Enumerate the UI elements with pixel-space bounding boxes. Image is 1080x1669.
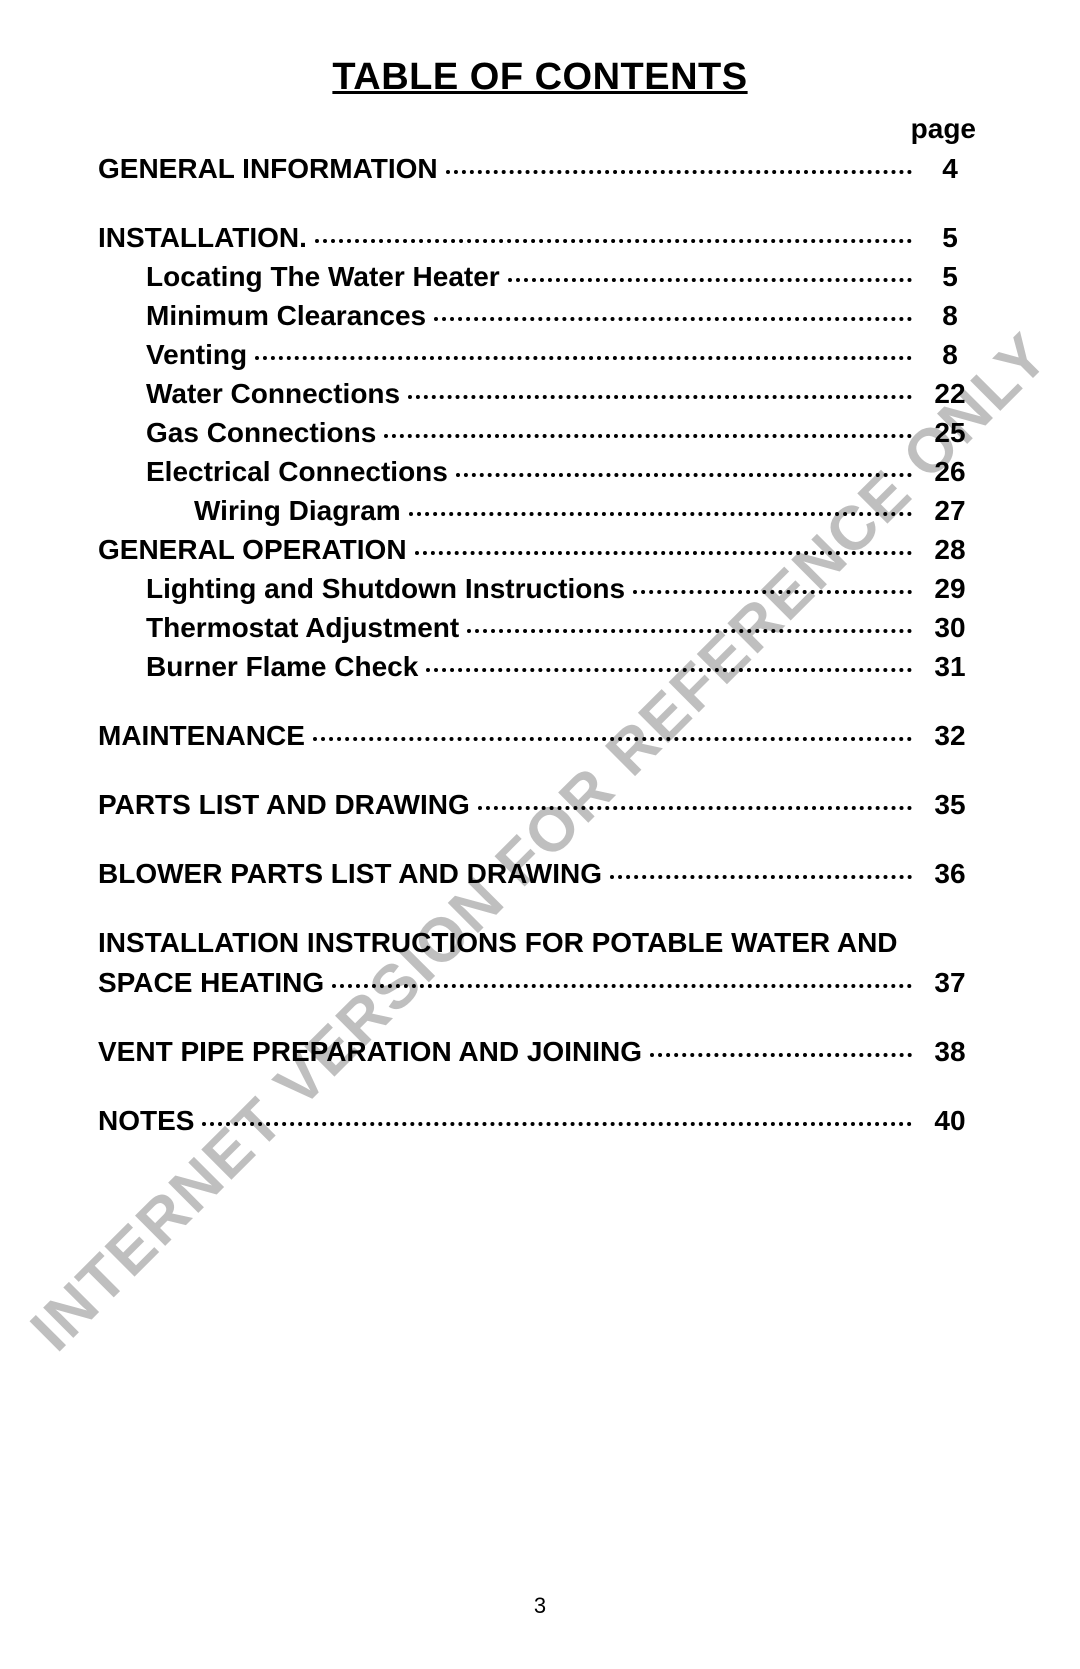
toc-entry-label: Thermostat Adjustment — [146, 610, 459, 645]
toc-entry-label: Gas Connections — [146, 415, 376, 450]
toc-row: Venting 8 — [98, 337, 982, 372]
toc-entry-page: 22 — [918, 376, 982, 411]
toc-leader-dots — [467, 629, 912, 633]
toc-entry-label: GENERAL INFORMATION — [98, 151, 438, 186]
toc-row: Thermostat Adjustment 30 — [98, 610, 982, 645]
toc-leader-dots — [384, 434, 912, 438]
toc-row: Lighting and Shutdown Instructions 29 — [98, 571, 982, 606]
toc-row: MAINTENANCE 32 — [98, 718, 982, 753]
toc-entry-page: 38 — [918, 1034, 982, 1069]
toc-entry-page: 8 — [918, 337, 982, 372]
toc-row: Gas Connections 25 — [98, 415, 982, 450]
toc-entry-label: Electrical Connections — [146, 454, 448, 489]
toc-leader-dots — [409, 512, 912, 516]
toc-row: Electrical Connections 26 — [98, 454, 982, 489]
toc-entry-label: Venting — [146, 337, 247, 372]
toc-entry-page: 28 — [918, 532, 982, 567]
toc-row: BLOWER PARTS LIST AND DRAWING 36 — [98, 856, 982, 891]
toc-entry-page: 25 — [918, 415, 982, 450]
toc-entry-label: GENERAL OPERATION — [98, 532, 407, 567]
toc-entry-label: VENT PIPE PREPARATION AND JOINING — [98, 1034, 642, 1069]
toc-leader-dots — [610, 875, 912, 879]
toc-entry-label: INSTALLATION INSTRUCTIONS FOR POTABLE WA… — [98, 925, 898, 961]
toc-entry-page: 5 — [918, 259, 982, 294]
toc-row: Minimum Clearances 8 — [98, 298, 982, 333]
toc-row: INSTALLATION. 5 — [98, 220, 982, 255]
toc-title: TABLE OF CONTENTS — [98, 56, 982, 99]
toc-leader-dots — [456, 473, 912, 477]
toc-row: Burner Flame Check 31 — [98, 649, 982, 684]
toc-entry-page: 35 — [918, 787, 982, 822]
toc-entry-label: Lighting and Shutdown Instructions — [146, 571, 625, 606]
toc-entry-label: Burner Flame Check — [146, 649, 418, 684]
toc-leader-dots — [202, 1122, 912, 1126]
toc-gap — [98, 757, 982, 787]
toc-entry-label: Locating The Water Heater — [146, 259, 500, 294]
toc-entry-page: 36 — [918, 856, 982, 891]
toc-gap — [98, 1073, 982, 1103]
toc-row: INSTALLATION INSTRUCTIONS FOR POTABLE WA… — [98, 925, 982, 961]
toc-entry-page: 8 — [918, 298, 982, 333]
toc-entry-label: Minimum Clearances — [146, 298, 426, 333]
toc-entry-label: BLOWER PARTS LIST AND DRAWING — [98, 856, 602, 891]
toc-entry-label: PARTS LIST AND DRAWING — [98, 787, 470, 822]
toc-leader-dots — [478, 806, 912, 810]
toc-leader-dots — [508, 278, 912, 282]
toc-leader-dots — [650, 1053, 912, 1057]
toc-entry-label: SPACE HEATING — [98, 965, 324, 1000]
toc-entry-page: 32 — [918, 718, 982, 753]
toc-gap — [98, 895, 982, 925]
toc-leader-dots — [408, 395, 912, 399]
toc-leader-dots — [426, 668, 912, 672]
toc-entry-label: Wiring Diagram — [194, 493, 401, 528]
toc-entry-label: NOTES — [98, 1103, 194, 1138]
toc-entry-page: 29 — [918, 571, 982, 606]
toc-leader-dots — [415, 551, 912, 555]
toc-row: PARTS LIST AND DRAWING 35 — [98, 787, 982, 822]
toc-gap — [98, 826, 982, 856]
toc-leader-dots — [633, 590, 912, 594]
toc-entry-page: 30 — [918, 610, 982, 645]
toc-entry-label: Water Connections — [146, 376, 400, 411]
toc-entry-page: 5 — [918, 220, 982, 255]
toc-row: Locating The Water Heater 5 — [98, 259, 982, 294]
toc-leader-dots — [434, 317, 912, 321]
toc-entry-page: 26 — [918, 454, 982, 489]
toc-entry-label: INSTALLATION. — [98, 220, 307, 255]
toc-row: SPACE HEATING 37 — [98, 965, 982, 1000]
toc-row: VENT PIPE PREPARATION AND JOINING 38 — [98, 1034, 982, 1069]
toc-entry-page: 40 — [918, 1103, 982, 1138]
footer-page-number: 3 — [0, 1593, 1080, 1619]
toc-gap — [98, 190, 982, 220]
toc-leader-dots — [446, 170, 912, 174]
page-column-header: page — [911, 113, 976, 145]
toc-container: GENERAL INFORMATION4INSTALLATION.5Locati… — [98, 151, 982, 1138]
toc-gap — [98, 1004, 982, 1034]
toc-row: GENERAL OPERATION 28 — [98, 532, 982, 567]
toc-entry-page: 37 — [918, 965, 982, 1000]
toc-row: Water Connections 22 — [98, 376, 982, 411]
toc-leader-dots — [255, 356, 912, 360]
toc-leader-dots — [332, 984, 912, 988]
toc-row: NOTES 40 — [98, 1103, 982, 1138]
toc-entry-page: 27 — [918, 493, 982, 528]
toc-row: Wiring Diagram 27 — [98, 493, 982, 528]
toc-row: GENERAL INFORMATION 4 — [98, 151, 982, 186]
toc-gap — [98, 688, 982, 718]
toc-entry-page: 31 — [918, 649, 982, 684]
toc-leader-dots — [313, 737, 912, 741]
toc-entry-label: MAINTENANCE — [98, 718, 305, 753]
toc-leader-dots — [315, 239, 912, 243]
toc-entry-page: 4 — [918, 151, 982, 186]
